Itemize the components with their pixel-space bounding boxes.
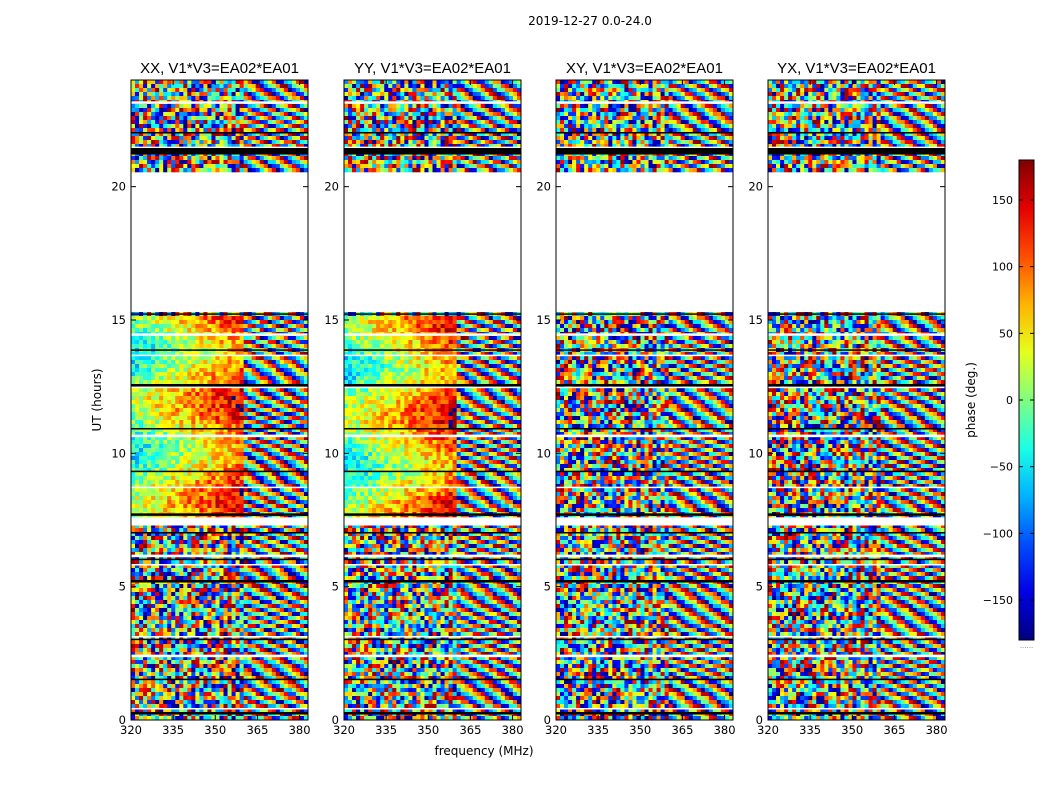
x-tick-label: 320 [333,723,355,737]
panel-title: YX, V1*V3=EA02*EA01 [777,60,936,77]
x-tick-label: 380 [289,723,311,737]
panel-title: XX, V1*V3=EA02*EA01 [140,60,299,77]
colorbar: 150 100 50 0 −50 −100 −150 phase (deg.)...... [964,159,1035,650]
y-tick-label: 10 [536,446,551,460]
colorbar-tick-label: −150 [983,594,1013,607]
y-axis-label: UT (hours) [90,368,104,431]
panel-title: XY, V1*V3=EA02*EA01 [566,60,723,77]
x-tick-label: 335 [587,723,609,737]
y-tick-label: 5 [756,580,763,594]
phase-image-yy [344,80,521,720]
colorbar-label: phase (deg.) [964,362,978,438]
y-tick-label: 0 [544,713,551,727]
x-tick-label: 335 [162,723,184,737]
y-tick-label: 10 [324,446,339,460]
panel-xx: XX, V1*V3=EA02*EA01 320 335 350 365 380 0 5 10 15… [111,60,310,737]
x-tick-label: 380 [502,723,524,737]
figure-suptitle: 2019-12-27 0.0-24.0 [0,14,1050,28]
x-tick-label: 320 [545,723,567,737]
phase-image-xy [556,80,733,720]
colorbar-tick-label: 0 [1006,394,1013,407]
x-tick-label: 320 [120,723,142,737]
y-tick-label: 20 [536,180,551,194]
colorbar-tick-label: −50 [990,461,1013,474]
x-tick-label: 380 [714,723,736,737]
x-axis-label: frequency (MHz) [434,744,533,758]
x-tick-label: 365 [883,723,905,737]
y-tick-label: 15 [748,313,763,327]
panel-title: YY, V1*V3=EA02*EA01 [354,60,511,77]
y-tick-label: 15 [111,313,126,327]
y-tick-label: 0 [332,713,339,727]
y-tick-label: 10 [111,446,126,460]
y-tick-label: 15 [324,313,339,327]
axes-frame [767,79,946,721]
panel-xy: XY, V1*V3=EA02*EA01 320 335 350 365 380 0 5 10 15… [536,60,735,737]
colorbar-tick-label: 150 [992,194,1013,207]
y-tick-label: 5 [332,580,339,594]
phase-image-yx [768,80,945,720]
y-tick-label: 15 [536,313,551,327]
axes-frame [343,79,522,721]
x-tick-label: 350 [629,723,651,737]
y-tick-label: 10 [748,446,763,460]
colorbar-tick-label: 100 [992,261,1013,274]
y-tick-label: 20 [324,180,339,194]
phase-image-xx [131,80,308,720]
x-tick-label: 365 [246,723,268,737]
colorbar-tick-label: −100 [983,527,1013,540]
x-tick-label: 320 [757,723,779,737]
y-tick-label: 0 [119,713,126,727]
axes-frame [130,79,309,721]
x-tick-label: 350 [841,723,863,737]
x-tick-label: 350 [417,723,439,737]
y-tick-label: 5 [544,580,551,594]
x-tick-label: 365 [671,723,693,737]
x-tick-label: 365 [459,723,481,737]
y-tick-label: 5 [119,580,126,594]
axes-frame [555,79,734,721]
colorbar-tick-label: 50 [999,327,1013,340]
y-tick-label: 20 [111,180,126,194]
x-tick-label: 335 [375,723,397,737]
x-tick-label: 350 [204,723,226,737]
panel-yy: YY, V1*V3=EA02*EA01 320 335 350 365 380 0 5 10 15… [324,60,523,737]
y-tick-label: 20 [748,180,763,194]
panel-yx: YX, V1*V3=EA02*EA01 320 335 350 365 380 0 5 10 15… [748,60,947,737]
x-tick-label: 335 [799,723,821,737]
x-tick-label: 380 [926,723,948,737]
colorbar-footer: ...... [1020,642,1033,650]
y-tick-label: 0 [756,713,763,727]
